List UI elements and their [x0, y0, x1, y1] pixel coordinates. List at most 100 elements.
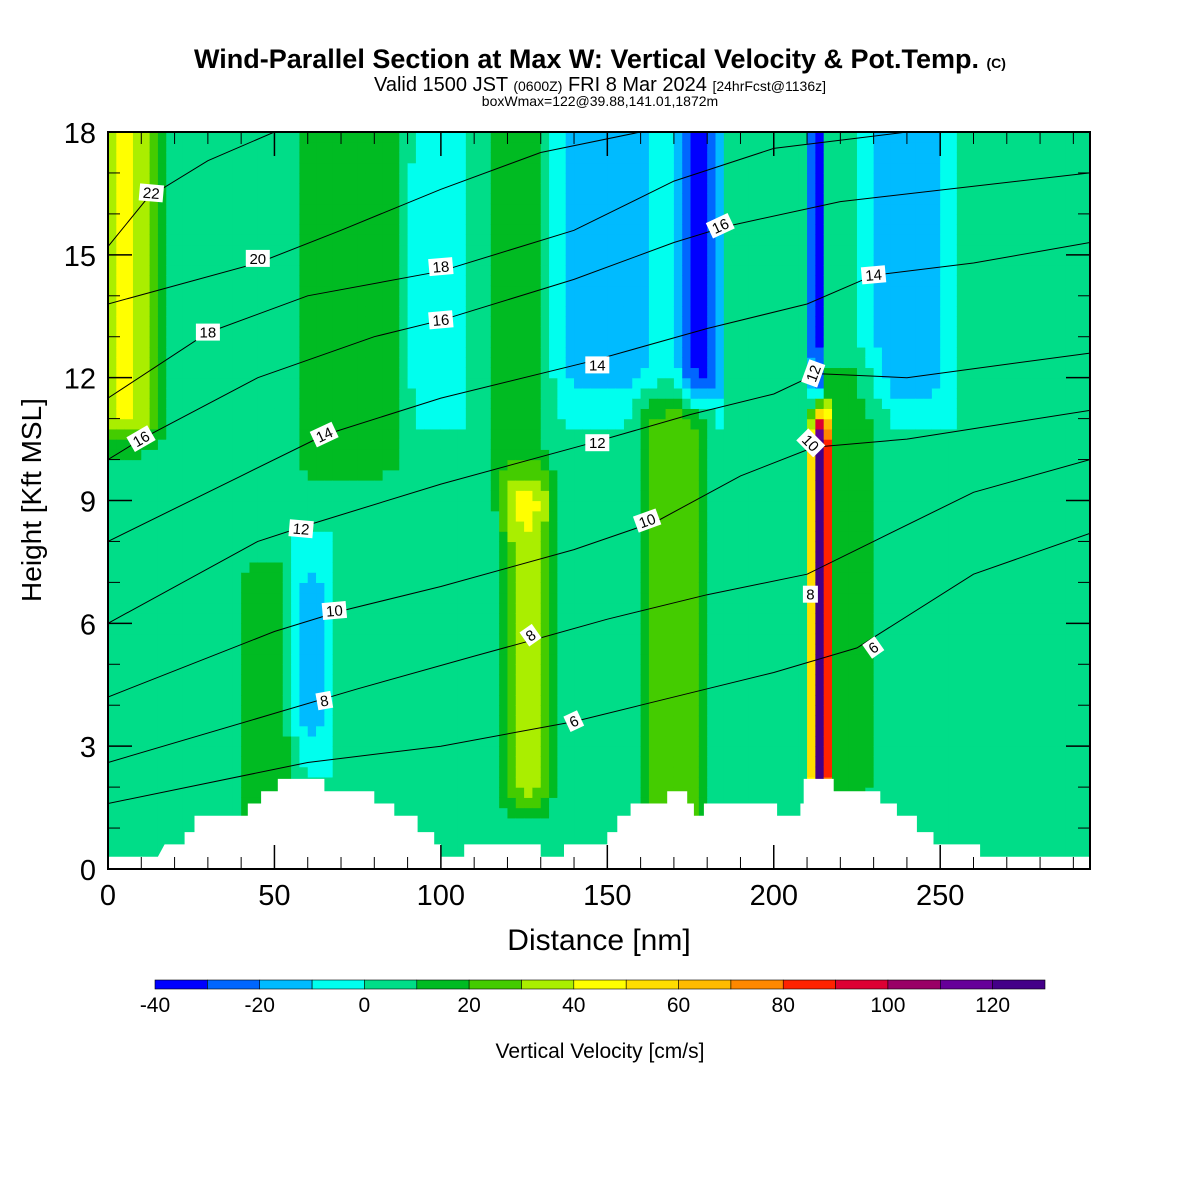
w-cell — [474, 541, 484, 553]
w-cell — [515, 142, 525, 154]
w-cell — [507, 582, 517, 594]
w-cell — [249, 480, 259, 491]
w-cell — [266, 520, 276, 532]
w-cell — [565, 490, 575, 502]
w-cell — [341, 285, 350, 297]
w-cell — [449, 367, 459, 379]
w-cell — [557, 500, 567, 512]
w-cell — [216, 418, 226, 430]
w-cell — [341, 500, 350, 512]
w-cell — [507, 480, 517, 491]
w-cell — [465, 316, 475, 328]
w-cell — [149, 326, 159, 338]
w-cell — [524, 459, 534, 471]
w-cell — [149, 469, 159, 481]
w-cell — [274, 480, 284, 491]
w-cell — [216, 715, 226, 727]
w-cell — [249, 613, 259, 624]
w-cell — [607, 418, 617, 430]
w-cell — [157, 418, 167, 430]
w-cell — [232, 684, 242, 696]
w-cell — [465, 459, 475, 471]
w-cell — [415, 746, 425, 758]
w-cell — [574, 551, 583, 563]
w-cell — [490, 172, 500, 184]
w-cell — [199, 449, 209, 461]
w-cell — [124, 172, 134, 184]
w-cell — [224, 746, 234, 758]
w-cell — [257, 582, 267, 594]
w-cell — [191, 408, 201, 420]
w-cell — [374, 510, 384, 522]
w-cell — [166, 326, 176, 338]
w-cell — [657, 480, 667, 491]
w-cell — [291, 541, 300, 553]
w-cell — [316, 756, 325, 768]
w-cell — [623, 520, 633, 532]
w-cell — [465, 807, 475, 819]
w-cell — [191, 265, 201, 276]
w-cell — [515, 408, 525, 420]
w-cell — [374, 746, 384, 758]
w-cell — [282, 285, 292, 297]
w-cell — [349, 766, 359, 778]
w-cell — [657, 592, 667, 604]
w-cell — [341, 193, 350, 205]
w-cell — [249, 623, 259, 635]
w-cell — [149, 756, 159, 768]
w-cell — [191, 715, 201, 727]
w-cell — [673, 776, 683, 788]
w-cell — [116, 295, 126, 307]
w-cell — [116, 377, 126, 389]
w-cell — [316, 224, 325, 235]
w-cell — [648, 203, 658, 215]
w-cell — [332, 336, 342, 348]
w-cell — [590, 254, 600, 266]
w-cell — [582, 705, 592, 717]
w-cell — [590, 275, 600, 287]
w-cell — [424, 244, 434, 256]
w-cell — [457, 326, 467, 338]
w-cell — [108, 572, 117, 583]
w-cell — [648, 408, 658, 420]
w-cell — [232, 132, 242, 143]
w-cell — [341, 357, 350, 369]
w-cell — [191, 551, 201, 563]
w-cell — [532, 490, 542, 502]
w-cell — [332, 183, 342, 195]
w-cell — [316, 142, 325, 154]
w-cell — [673, 531, 683, 543]
w-cell — [291, 275, 300, 287]
w-cell — [341, 428, 350, 440]
w-cell — [216, 807, 226, 819]
w-cell — [291, 132, 300, 143]
w-cell — [499, 254, 509, 266]
w-cell — [515, 193, 525, 205]
w-cell — [474, 142, 484, 154]
w-cell — [407, 295, 417, 307]
w-cell — [532, 766, 542, 778]
w-cell — [382, 193, 392, 205]
w-cell — [124, 705, 134, 717]
w-cell — [357, 234, 367, 246]
w-cell — [149, 152, 159, 164]
w-cell — [590, 797, 600, 809]
w-cell — [582, 643, 592, 655]
w-cell — [241, 357, 251, 369]
w-cell — [390, 459, 400, 471]
w-cell — [199, 172, 209, 184]
w-cell — [157, 459, 167, 471]
w-cell — [515, 787, 525, 798]
w-cell — [365, 613, 375, 624]
w-cell — [199, 633, 209, 645]
w-cell — [116, 346, 126, 358]
w-cell — [157, 377, 167, 389]
w-cell — [424, 172, 434, 184]
w-cell — [199, 387, 209, 399]
w-cell — [141, 705, 151, 717]
w-cell — [399, 592, 409, 604]
w-cell — [324, 387, 334, 399]
w-cell — [282, 684, 292, 696]
w-cell — [640, 285, 650, 297]
w-cell — [182, 326, 192, 338]
